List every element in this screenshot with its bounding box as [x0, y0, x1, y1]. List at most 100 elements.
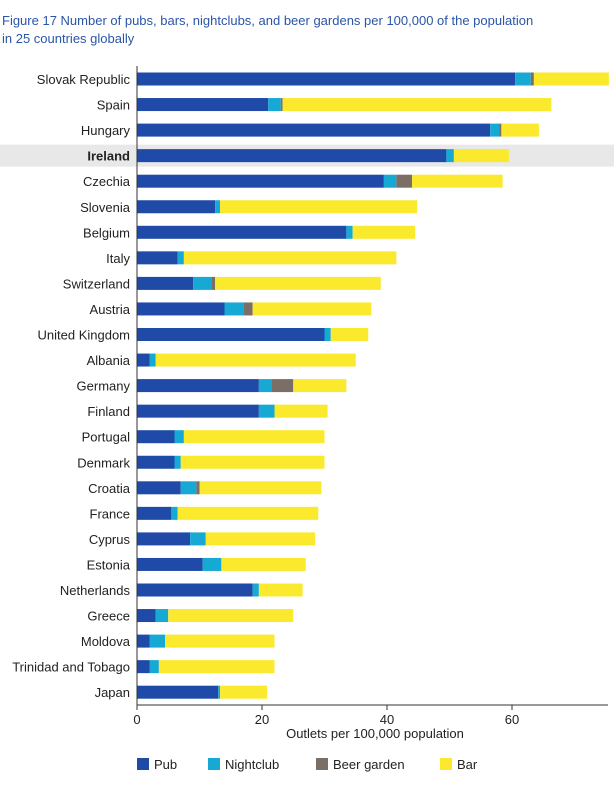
bar-bar [252, 302, 372, 316]
legend-label-pub: Pub [154, 757, 177, 772]
bar-nightclub [383, 174, 397, 188]
bar-nightclub [155, 609, 169, 623]
bar-bar [180, 455, 325, 469]
bar-nightclub [346, 225, 353, 239]
category-label: Austria [90, 302, 131, 317]
bar-bar [165, 634, 275, 648]
bar-bar [168, 609, 294, 623]
category-label: Portugal [82, 430, 131, 445]
bar-pub [137, 430, 175, 444]
bar-pub [137, 481, 181, 495]
bar-nightclub [515, 72, 531, 86]
bar-bar [274, 404, 328, 418]
bar-pub [137, 609, 156, 623]
bar-pub [137, 506, 172, 520]
bar-bar [220, 685, 267, 699]
bar-bar [352, 225, 416, 239]
legend-swatch-pub [137, 758, 149, 770]
bar-pub [137, 455, 175, 469]
bar-bar [330, 328, 369, 341]
bar-beer-garden [196, 481, 200, 495]
legend-swatch-nightclub [208, 758, 220, 770]
category-label: Moldova [81, 634, 131, 649]
category-label: Croatia [88, 481, 131, 496]
bar-nightclub [171, 506, 178, 520]
bar-nightclub [215, 200, 221, 214]
bar-beer-garden [280, 98, 283, 112]
chart-title-line-1: Figure 17 Number of pubs, bars, nightclu… [2, 13, 534, 28]
bar-bar [183, 430, 325, 444]
legend-swatch-bar [440, 758, 452, 770]
x-tick-label: 60 [505, 712, 519, 727]
legend-label-nightclub: Nightclub [225, 757, 279, 772]
bar-nightclub [193, 276, 212, 290]
bar-pub [137, 72, 516, 86]
bar-nightclub [268, 98, 281, 112]
category-label: Trinidad and Tobago [12, 660, 130, 675]
bar-pub [137, 557, 203, 571]
bar-pub [137, 634, 150, 648]
bar-nightclub [177, 251, 184, 265]
bar-bar [412, 174, 503, 188]
bar-nightclub [258, 379, 272, 393]
category-label: Slovak Republic [37, 72, 131, 87]
category-label: Ireland [87, 149, 130, 164]
bar-bar [220, 200, 417, 214]
bar-beer-garden [396, 174, 412, 188]
bar-nightclub [218, 685, 221, 699]
bar-nightclub [258, 404, 275, 418]
category-label: Denmark [77, 455, 130, 470]
bar-pub [137, 123, 491, 137]
category-label: Czechia [83, 174, 131, 189]
category-label: Italy [106, 251, 130, 266]
x-tick-label: 0 [133, 712, 140, 727]
bar-nightclub [180, 481, 197, 495]
bar-bar [453, 149, 509, 163]
bar-pub [137, 353, 150, 367]
bar-bar [501, 123, 539, 137]
legend-label-beer-garden: Beer garden [333, 757, 405, 772]
bar-bar [282, 98, 552, 112]
bar-pub [137, 660, 150, 674]
bar-bar [258, 583, 303, 597]
bar-bar [205, 532, 316, 546]
bar-beer-garden [499, 123, 502, 137]
bar-pub [137, 98, 269, 112]
bar-nightclub [190, 532, 206, 546]
legend-label-bar: Bar [457, 757, 478, 772]
x-tick-label: 20 [255, 712, 269, 727]
bar-bar [221, 557, 306, 571]
category-label: Greece [87, 609, 130, 624]
bar-pub [137, 251, 178, 265]
category-label: Hungary [81, 123, 131, 138]
bar-bar [155, 353, 356, 367]
bar-pub [137, 685, 219, 699]
legend-swatch-beer-garden [316, 758, 328, 770]
bar-nightclub [202, 557, 222, 571]
bar-nightclub [149, 634, 166, 648]
bar-pub [137, 174, 384, 188]
category-label: Cyprus [89, 532, 131, 547]
category-label: Finland [87, 404, 130, 419]
bar-nightclub [324, 328, 331, 341]
category-label: Slovenia [80, 200, 131, 215]
bar-bar [199, 481, 322, 495]
bar-nightclub [174, 430, 184, 444]
bar-beer-garden [243, 302, 253, 316]
category-label: Germany [77, 379, 131, 394]
category-label: Estonia [87, 557, 131, 572]
bar-bar [183, 251, 397, 265]
bar-pub [137, 328, 325, 341]
bar-pub [137, 583, 253, 597]
chart-title: Figure 17 Number of pubs, bars, nightclu… [2, 12, 602, 48]
bar-bar [215, 276, 381, 290]
bar-bar [158, 660, 275, 674]
x-tick-label: 40 [380, 712, 394, 727]
bar-nightclub [224, 302, 244, 316]
category-label: Albania [87, 353, 131, 368]
bar-nightclub [174, 455, 181, 469]
category-label: Netherlands [60, 583, 131, 598]
bar-nightclub [149, 660, 159, 674]
bar-bar [177, 506, 319, 520]
bar-nightclub [252, 583, 259, 597]
